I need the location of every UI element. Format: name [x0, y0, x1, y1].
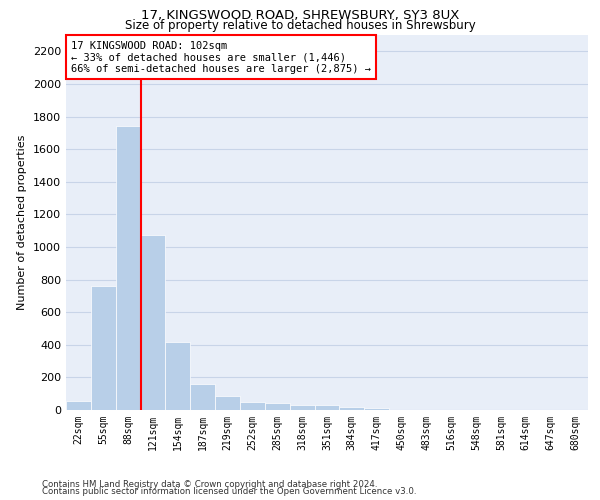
Bar [91, 286, 116, 410]
Bar [290, 405, 314, 410]
Bar [240, 402, 265, 410]
Text: 17, KINGSWOOD ROAD, SHREWSBURY, SY3 8UX: 17, KINGSWOOD ROAD, SHREWSBURY, SY3 8UX [141, 9, 459, 22]
Bar [116, 126, 140, 410]
Bar [314, 405, 340, 410]
Bar [66, 401, 91, 410]
Text: Contains HM Land Registry data © Crown copyright and database right 2024.: Contains HM Land Registry data © Crown c… [42, 480, 377, 489]
Bar [166, 342, 190, 410]
Bar [364, 408, 389, 410]
Text: Size of property relative to detached houses in Shrewsbury: Size of property relative to detached ho… [125, 19, 475, 32]
Text: Contains public sector information licensed under the Open Government Licence v3: Contains public sector information licen… [42, 487, 416, 496]
Bar [190, 384, 215, 410]
Bar [265, 402, 290, 410]
Bar [215, 396, 240, 410]
Bar [140, 234, 166, 410]
Text: 17 KINGSWOOD ROAD: 102sqm
← 33% of detached houses are smaller (1,446)
66% of se: 17 KINGSWOOD ROAD: 102sqm ← 33% of detac… [71, 40, 371, 74]
Bar [340, 407, 364, 410]
Y-axis label: Number of detached properties: Number of detached properties [17, 135, 28, 310]
